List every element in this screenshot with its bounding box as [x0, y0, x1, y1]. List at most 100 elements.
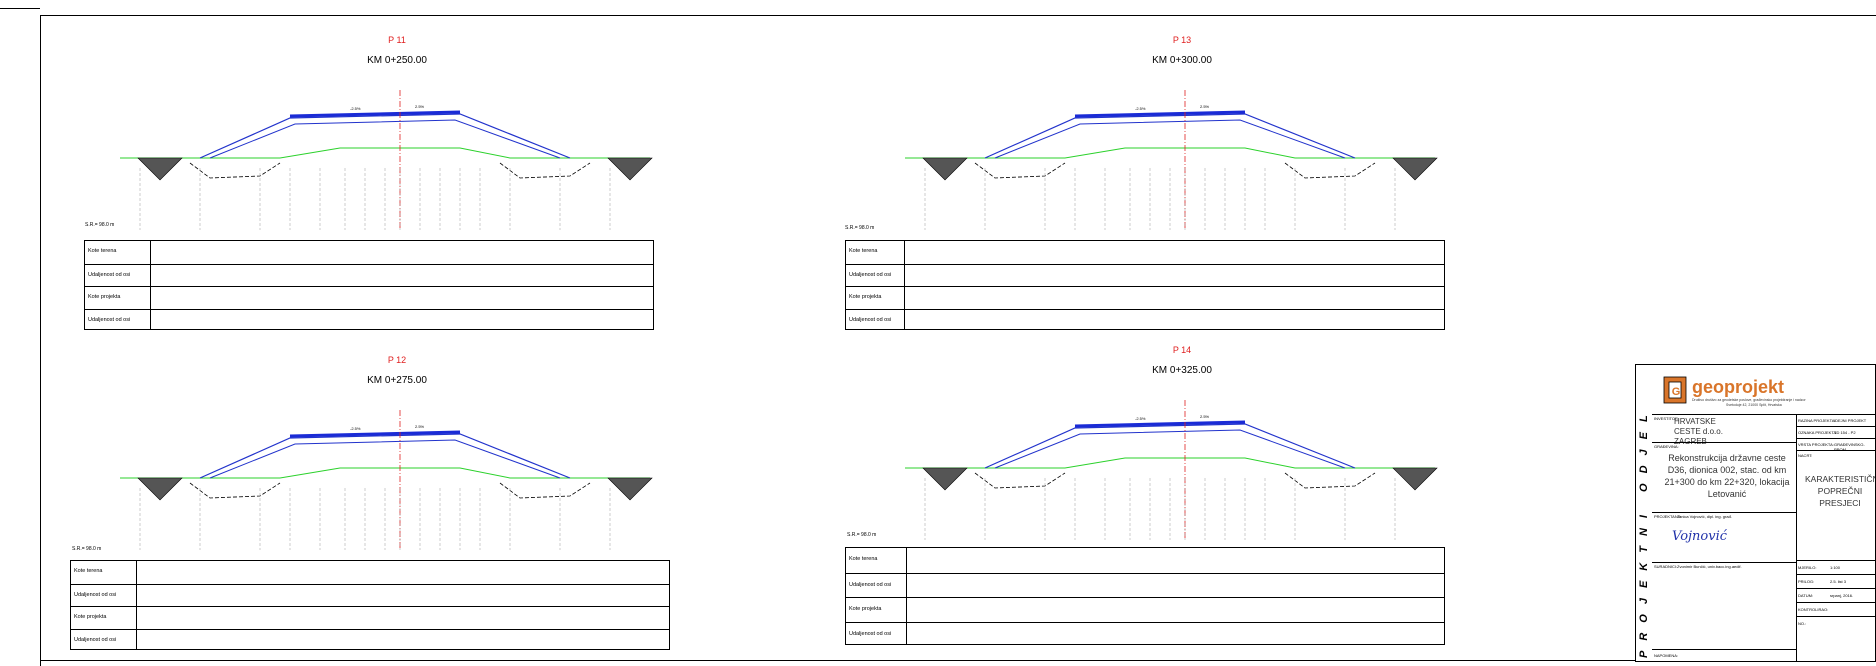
section-p11: P 11 KM 0+250.00 -2.5% 2.5% S.R.= 98.0 m … — [60, 30, 680, 330]
building-cell: GRAĐEVINA: Rekonstrukcija državne ceste … — [1652, 442, 1796, 512]
slope-right-label: 2.5% — [415, 104, 425, 109]
section-p12: P 12 KM 0+275.00 -2.5% 2.5% S.R.= 98.0 m … — [60, 350, 680, 650]
table-row-label: Udaljenost od osi — [849, 271, 892, 278]
collab-label: SURADNICI: — [1654, 564, 1678, 569]
rock-pit — [1392, 157, 1438, 181]
section-p14: P 14 KM 0+325.00 -2.5% 2.5% S.R.= 98.0 m … — [845, 340, 1465, 650]
svg-text:geoprojekt: geoprojekt — [1692, 377, 1784, 397]
project-type-cell: RAZINA PROJEKTA: IDEJNI PROJEKT — [1797, 414, 1875, 426]
cross-section-profile: -2.5% 2.5% — [905, 400, 1438, 540]
profile-table: Kote terena Udaljenost od osi Kote projekt… — [84, 240, 654, 330]
scale-cell: MJERILO: 1:100 — [1797, 560, 1875, 574]
table-row-label: Kote terena — [74, 568, 103, 575]
svg-text:G: G — [1672, 386, 1681, 398]
road-outline — [199, 433, 571, 479]
table-row: Kote terena — [71, 561, 669, 584]
ditch-right — [1284, 162, 1376, 179]
rock-pit — [922, 467, 968, 491]
table-row-label: Udaljenost od osi — [74, 591, 117, 598]
building-label: GRAĐEVINA: — [1654, 444, 1679, 449]
no-cell: NO.: — [1797, 616, 1875, 661]
investor-value: HRVATSKE CESTE d.o.o. ZAGREB — [1674, 417, 1723, 446]
svg-text:PROJEKTNI ODJEL: PROJEKTNI ODJEL — [1638, 405, 1650, 658]
mark-cell: OZNAKA PROJEKTA: TD 154 - P2 — [1797, 426, 1875, 438]
table-row: Udaljenost od osi — [85, 308, 653, 333]
section-km: KM 0+250.00 — [367, 55, 427, 66]
designer-cell: PROJEKTANT: Janica Vojnović, dipl. ing. … — [1652, 512, 1796, 562]
rock-pit — [137, 477, 183, 501]
table-row: Kote terena — [846, 241, 1444, 264]
geoprojekt-logo: G geoprojekt Društvo društvo za geodetsk… — [1663, 376, 1806, 407]
table-row: Udaljenost od osi — [846, 308, 1444, 333]
svg-text:Svetoduje 42, 21000 Split, Hrv: Svetoduje 42, 21000 Split, Hrvatska — [1726, 403, 1782, 407]
table-row-label: Kote terena — [849, 248, 878, 255]
slope-left-label: -2.5% — [1135, 106, 1146, 111]
section-p13: P 13 KM 0+300.00 -2.5% 2.5% S.R.= 98.0 m … — [845, 30, 1465, 330]
frame-top — [40, 15, 1876, 16]
table-row: Udaljenost od osi — [846, 621, 1444, 648]
sr-label: S.R.= 98.0 m — [847, 532, 877, 538]
drawing-cell: NACRT: KARAKTERISTIČNI POPREČNI PRESJECI — [1797, 450, 1875, 520]
designer-value: Janica Vojnović, dipl. ing. građ. — [1677, 514, 1732, 519]
pavement — [1074, 110, 1246, 118]
table-row-label: Kote projekta — [849, 294, 882, 301]
cross-section-profile: -2.5% 2.5% — [905, 90, 1438, 230]
table-row-label: Udaljenost od osi — [849, 316, 892, 323]
terrain-line — [905, 147, 1435, 159]
section-id: P 11 — [388, 35, 406, 45]
pavement — [1074, 420, 1246, 428]
section-id: P 13 — [1172, 35, 1192, 45]
section-km: KM 0+325.00 — [1152, 365, 1212, 376]
ditch-left — [974, 472, 1066, 489]
cross-section-profile: -2.5% 2.5% — [120, 90, 653, 230]
section-id: P 12 — [387, 355, 407, 365]
table-row-label: Kote projekta — [74, 614, 107, 621]
profile-table: Kote terena Udaljenost od osi Kote projekt… — [845, 547, 1445, 645]
svg-text:Društvo društvo za geodetske p: Društvo društvo za geodetske poslove, gr… — [1692, 398, 1806, 402]
notes-cell: NAPOMENA: — [1652, 649, 1796, 661]
terrain-line — [120, 147, 650, 159]
table-row: Kote projekta — [846, 286, 1444, 310]
cross-section-profile: -2.5% 2.5% — [120, 410, 653, 550]
slope-left-label: -2.5% — [1135, 416, 1146, 421]
title-block: G geoprojekt Društvo društvo za geodetsk… — [1635, 364, 1876, 662]
slope-right-label: 2.5% — [1200, 414, 1210, 419]
sr-label: S.R.= 98.0 m — [72, 546, 102, 552]
slope-right-label: 2.5% — [1200, 104, 1210, 109]
ditch-right — [499, 162, 591, 179]
profile-table: Kote terena Udaljenost od osi Kote projekt… — [845, 240, 1445, 330]
table-row: Kote terena — [85, 241, 653, 264]
section-id: P 14 — [1172, 345, 1192, 355]
table-row-label: Kote terena — [849, 556, 878, 563]
table-row: Udaljenost od osi — [85, 263, 653, 288]
table-row-label: Kote projekta — [849, 606, 882, 613]
table-row: Kote terena — [846, 548, 1444, 573]
slope-left-label: -2.5% — [350, 426, 361, 431]
road-inner-line — [994, 429, 1346, 469]
rock-pit — [137, 157, 183, 181]
table-row: Udaljenost od osi — [846, 263, 1444, 288]
frame-left — [40, 15, 41, 666]
table-row: Kote projekta — [85, 286, 653, 310]
building-value: Rekonstrukcija državne ceste D36, dionic… — [1664, 453, 1790, 499]
rock-pit — [922, 157, 968, 181]
rock-pit — [1392, 467, 1438, 491]
road-inner-line — [994, 119, 1346, 159]
road-inner-line — [209, 439, 561, 479]
table-row: Udaljenost od osi — [846, 572, 1444, 599]
investor-label: INVESTITOR: — [1654, 416, 1680, 421]
table-row: Kote projekta — [71, 606, 669, 630]
table-row: Kote projekta — [846, 597, 1444, 623]
ditch-left — [189, 482, 281, 499]
road-outline — [984, 113, 1356, 159]
part-cell: VRSTA PROJEKTA: GRAĐEVINSKO-PROM. — [1797, 438, 1875, 452]
sr-label: S.R.= 98.0 m — [85, 222, 115, 228]
table-row: Udaljenost od osi — [71, 628, 669, 653]
notes-label: NAPOMENA: — [1654, 653, 1679, 658]
table-row-label: Kote terena — [88, 248, 117, 255]
collab-cell: SURADNICI: Zvonimir Bunčić, univ.bacc.in… — [1652, 562, 1796, 607]
table-row-label: Udaljenost od osi — [88, 271, 131, 278]
terrain-line — [120, 467, 650, 479]
designer-label: PROJEKTANT: — [1654, 514, 1681, 519]
collab-value: Zvonimir Bunčić, univ.bacc.ing.aedif. — [1677, 564, 1742, 569]
